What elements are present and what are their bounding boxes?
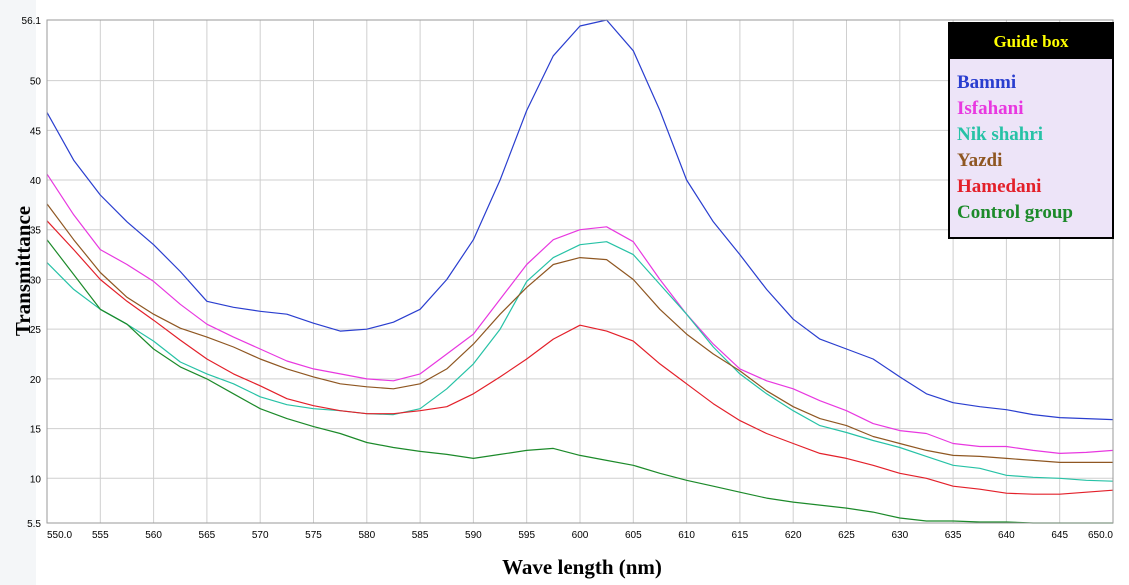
y-tick-label: 15 <box>30 425 42 436</box>
series-line-yazdi <box>46 203 1113 463</box>
x-tick-label: 565 <box>199 530 216 541</box>
x-tick-label: 635 <box>945 530 962 541</box>
x-tick-label: 630 <box>891 530 908 541</box>
x-tick-label: 605 <box>625 530 642 541</box>
x-tick-label: 580 <box>358 530 375 541</box>
x-tick-label: 645 <box>1051 530 1068 541</box>
x-axis-title: Wave length (nm) <box>502 555 662 579</box>
legend-item-nik-shahri: Nik shahri <box>957 124 1043 145</box>
series-line-isfahani <box>46 173 1114 454</box>
x-tick-label: 650.0 <box>1088 530 1113 541</box>
x-tick-label: 625 <box>838 530 855 541</box>
x-tick-label: 570 <box>252 530 269 541</box>
legend-items: Bammi Isfahani Nik shahri Yazdi Hamedani Cont… <box>957 72 1073 223</box>
y-tick-label: 45 <box>30 126 42 137</box>
x-tick-label: 620 <box>785 530 802 541</box>
y-tick-label: 30 <box>30 275 42 286</box>
legend-item-hamedani: Hamedani <box>957 176 1041 197</box>
legend-item-yazdi: Yazdi <box>957 150 1002 171</box>
series-line-hamedani <box>46 220 1114 495</box>
x-tick-label: 550.0 <box>47 530 72 541</box>
series-line-bammi <box>46 19 1114 421</box>
plot-border <box>46 19 1114 524</box>
x-tick-label: 560 <box>145 530 162 541</box>
legend-title-bar <box>949 23 1113 59</box>
x-tick-label: 590 <box>465 530 482 541</box>
legend: Guide box Bammi Isfahani Nik shahri Yazdi Ha… <box>948 22 1114 239</box>
x-tick-label: 615 <box>732 530 749 541</box>
y-tick-label: 56.1 <box>22 16 42 27</box>
legend-title: Guide box <box>993 32 1069 51</box>
left-strip <box>0 0 36 585</box>
x-tick-label: 555 <box>92 530 109 541</box>
x-tick-label: 640 <box>998 530 1015 541</box>
y-tick-label: 5.5 <box>27 519 41 530</box>
x-tick-label: 595 <box>518 530 535 541</box>
y-tick-label: 35 <box>30 226 42 237</box>
legend-item-bammi: Bammi <box>957 72 1016 93</box>
y-tick-label: 20 <box>30 375 42 386</box>
series-line-nik-shahri <box>46 241 1114 482</box>
legend-item-control-group: Control group <box>957 202 1073 223</box>
x-tick-labels: 550.0 555 560 565 570 575 580 585 590 595 600 605 61… <box>47 530 1113 541</box>
legend-item-isfahani: Isfahani <box>957 98 1024 119</box>
series-lines <box>46 19 1114 524</box>
y-tick-label: 25 <box>30 325 42 336</box>
y-tick-labels: 5.5 10 15 20 25 30 35 40 45 50 56.1 <box>22 16 42 530</box>
y-tick-label: 40 <box>30 176 42 187</box>
y-tick-label: 50 <box>30 77 42 88</box>
x-tick-label: 600 <box>572 530 589 541</box>
x-tick-label: 585 <box>412 530 429 541</box>
x-tick-label: 610 <box>678 530 695 541</box>
y-tick-label: 10 <box>30 474 42 485</box>
x-tick-label: 575 <box>305 530 322 541</box>
series-line-control-group <box>46 239 1113 524</box>
y-axis-title: Transmittance <box>11 206 35 336</box>
